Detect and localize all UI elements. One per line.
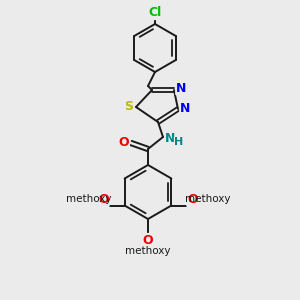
Text: Cl: Cl <box>148 7 162 20</box>
Text: H: H <box>174 137 184 147</box>
Text: methoxy: methoxy <box>93 198 99 200</box>
Text: O: O <box>187 193 198 206</box>
Text: O: O <box>143 233 153 247</box>
Text: methoxy: methoxy <box>66 194 111 205</box>
Text: O: O <box>119 136 129 149</box>
Text: methoxy: methoxy <box>184 194 230 205</box>
Text: S: S <box>124 100 134 113</box>
Text: N: N <box>180 103 190 116</box>
Text: O: O <box>98 193 109 206</box>
Text: methoxy: methoxy <box>125 246 171 256</box>
Text: N: N <box>176 82 186 94</box>
Text: N: N <box>165 131 175 145</box>
